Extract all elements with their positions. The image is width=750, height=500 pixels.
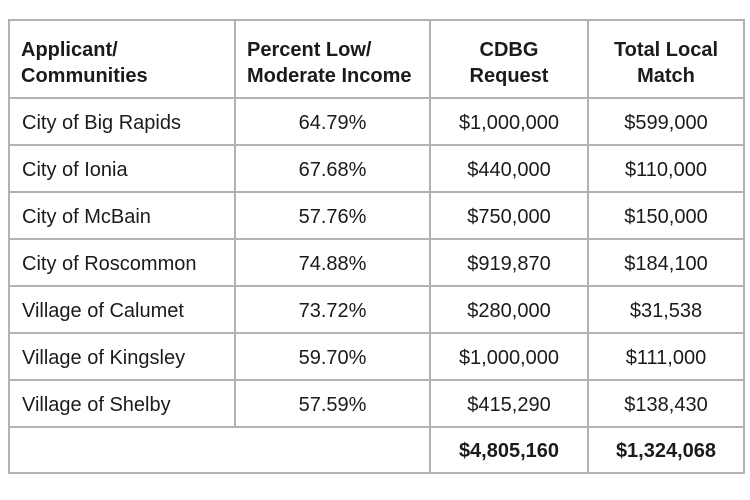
cdbg-funding-table: Applicant/ Communities Percent Low/ Mode… xyxy=(8,19,745,474)
table-row-roscommon: City of Roscommon 74.88% $919,870 $184,1… xyxy=(8,238,745,287)
community-cell: City of McBain xyxy=(8,191,236,240)
percent-cell: 57.59% xyxy=(234,379,431,428)
match-cell: $150,000 xyxy=(587,191,745,240)
community-cell: City of Roscommon xyxy=(8,238,236,287)
request-cell: $415,290 xyxy=(429,379,589,428)
header-applicant-communities: Applicant/ Communities xyxy=(8,19,236,99)
totals-request-cell: $4,805,160 xyxy=(429,426,589,474)
request-cell: $1,000,000 xyxy=(429,97,589,146)
header-row: Applicant/ Communities Percent Low/ Mode… xyxy=(8,19,745,99)
table-row-calumet: Village of Calumet 73.72% $280,000 $31,5… xyxy=(8,285,745,334)
match-cell: $31,538 xyxy=(587,285,745,334)
community-cell: Village of Calumet xyxy=(8,285,236,334)
request-cell: $1,000,000 xyxy=(429,332,589,381)
header-total-local-match: Total Local Match xyxy=(587,19,745,99)
match-cell: $110,000 xyxy=(587,144,745,193)
match-cell: $599,000 xyxy=(587,97,745,146)
table-row-ionia: City of Ionia 67.68% $440,000 $110,000 xyxy=(8,144,745,193)
match-cell: $184,100 xyxy=(587,238,745,287)
totals-empty-cell xyxy=(8,426,431,474)
table-row-kingsley: Village of Kingsley 59.70% $1,000,000 $1… xyxy=(8,332,745,381)
request-cell: $750,000 xyxy=(429,191,589,240)
community-cell: City of Ionia xyxy=(8,144,236,193)
request-cell: $280,000 xyxy=(429,285,589,334)
totals-row: $4,805,160 $1,324,068 xyxy=(8,426,745,474)
percent-cell: 64.79% xyxy=(234,97,431,146)
header-percent-low-moderate-income: Percent Low/ Moderate Income xyxy=(234,19,431,99)
request-cell: $919,870 xyxy=(429,238,589,287)
percent-cell: 73.72% xyxy=(234,285,431,334)
request-cell: $440,000 xyxy=(429,144,589,193)
percent-cell: 67.68% xyxy=(234,144,431,193)
percent-cell: 74.88% xyxy=(234,238,431,287)
header-cdbg-request: CDBG Request xyxy=(429,19,589,99)
table-row-mcbain: City of McBain 57.76% $750,000 $150,000 xyxy=(8,191,745,240)
percent-cell: 59.70% xyxy=(234,332,431,381)
table-row-shelby: Village of Shelby 57.59% $415,290 $138,4… xyxy=(8,379,745,428)
match-cell: $138,430 xyxy=(587,379,745,428)
community-cell: Village of Shelby xyxy=(8,379,236,428)
community-cell: Village of Kingsley xyxy=(8,332,236,381)
match-cell: $111,000 xyxy=(587,332,745,381)
percent-cell: 57.76% xyxy=(234,191,431,240)
totals-match-cell: $1,324,068 xyxy=(587,426,745,474)
table-row-big-rapids: City of Big Rapids 64.79% $1,000,000 $59… xyxy=(8,97,745,146)
community-cell: City of Big Rapids xyxy=(8,97,236,146)
